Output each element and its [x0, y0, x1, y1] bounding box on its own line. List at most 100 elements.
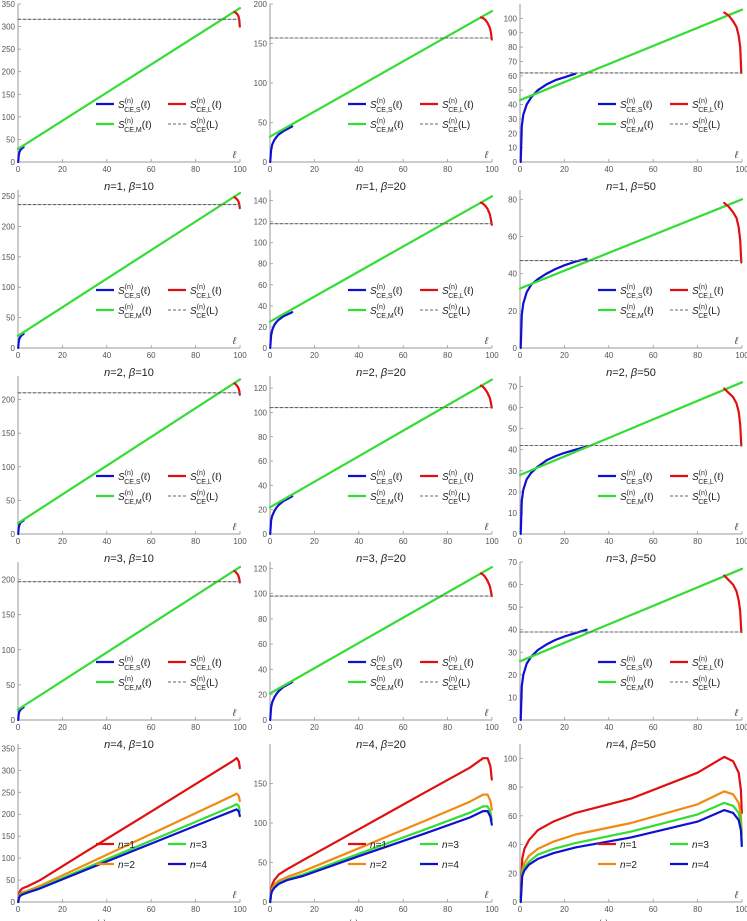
y-tick-label: 30: [508, 648, 517, 657]
y-tick-label: 40: [508, 446, 517, 455]
x-tick-label: 0: [16, 723, 21, 732]
y-tick-label: 150: [2, 429, 16, 438]
legend-label: S(n) CE,M(ℓ): [370, 490, 404, 506]
y-tick-label: 120: [254, 384, 268, 393]
y-tick-label: 100: [504, 14, 518, 23]
y-tick-label: 40: [258, 665, 267, 674]
x-tick-label: 100: [485, 351, 499, 360]
legend-label: S(n) CE,S(ℓ): [370, 656, 402, 672]
series-line-s-ce-l-: [479, 16, 493, 41]
y-tick-label: 80: [258, 260, 267, 269]
y-tick-label: 40: [508, 626, 517, 635]
legend-label: S(n) CE(L): [692, 304, 720, 320]
y-tick-label: 50: [6, 135, 15, 144]
y-tick-label: 250: [2, 45, 16, 54]
y-tick-label: 40: [258, 302, 267, 311]
legend-label: S(n) CE,M(ℓ): [620, 676, 654, 692]
x-axis-label: ℓ: [484, 708, 489, 719]
y-tick-label: 50: [6, 496, 15, 505]
y-tick-label: 80: [258, 433, 267, 442]
series-line-s-ce-l-: [723, 574, 743, 634]
x-tick-label: 100: [485, 723, 499, 732]
legend-label: S(n) CE,M(ℓ): [370, 118, 404, 134]
x-tick-label: 60: [649, 537, 658, 546]
x-axis-label: ℓ: [232, 522, 237, 533]
chart-caption: n=1, β=20: [356, 181, 406, 193]
y-tick-label: 80: [508, 195, 517, 204]
legend-label: S(n) CE(L): [442, 490, 470, 506]
y-tick-label: 100: [2, 854, 16, 863]
series-line-s-ce-m-: [16, 7, 242, 150]
x-tick-label: 0: [16, 351, 21, 360]
legend: S(n) CE,S(ℓ) S(n) CE,L(ℓ) S(n) CE,M(ℓ) S(n) CE(…: [96, 656, 222, 692]
chart-caption: n=1, β=50: [606, 181, 656, 193]
chart-panel-3: 0 10 20 30 40 50 60 70 80 90 100 0 20 40 60 80 100 ℓ S(n) C…: [504, 4, 747, 193]
series-line-s-ce-l-: [723, 201, 743, 264]
x-tick-label: 60: [399, 351, 408, 360]
y-tick-label: 60: [258, 640, 267, 649]
legend-label: S(n) CE,M(ℓ): [118, 676, 152, 692]
y-tick-label: 100: [254, 819, 268, 828]
x-tick-label: 20: [310, 723, 319, 732]
x-tick-label: 0: [518, 537, 523, 546]
series-line-s-ce-m-: [16, 191, 242, 337]
legend-label: S(n) CE,S(ℓ): [118, 98, 150, 114]
chart-caption: n=4, β=20: [356, 739, 406, 751]
y-tick-label: 250: [2, 192, 16, 201]
legend-label: S(n) CE,M(ℓ): [370, 304, 404, 320]
x-tick-label: 20: [560, 723, 569, 732]
chart-caption: n=4, β=10: [104, 739, 154, 751]
legend-label: S(n) CE,S(ℓ): [118, 284, 150, 300]
x-tick-label: 100: [735, 905, 747, 914]
y-tick-label: 90: [508, 29, 517, 38]
y-tick-label: 0: [11, 530, 16, 539]
y-tick-label: 0: [263, 158, 268, 167]
legend-label: n=3: [190, 840, 207, 851]
y-tick-label: 0: [513, 158, 518, 167]
legend-label: n=4: [442, 860, 459, 871]
legend-label: S(n) CE,M(ℓ): [118, 490, 152, 506]
y-tick-label: 0: [11, 158, 16, 167]
x-tick-label: 80: [443, 165, 452, 174]
legend: S(n) CE,S(ℓ) S(n) CE,L(ℓ) S(n) CE,M(ℓ) S(n) CE(…: [598, 98, 724, 134]
x-axis-label: ℓ: [734, 150, 739, 161]
y-tick-label: 100: [504, 754, 518, 763]
legend-label: S(n) CE,L(ℓ): [692, 284, 724, 300]
y-tick-label: 200: [254, 0, 268, 9]
y-tick-label: 350: [2, 0, 16, 9]
y-tick-label: 60: [258, 457, 267, 466]
y-tick-label: 80: [508, 43, 517, 52]
legend-label: S(n) CE,L(ℓ): [692, 656, 724, 672]
y-tick-label: 100: [254, 590, 268, 599]
x-tick-label: 0: [268, 165, 273, 174]
y-tick-label: 100: [2, 463, 16, 472]
series-line-s-ce-m-: [268, 195, 494, 323]
x-tick-label: 40: [102, 905, 111, 914]
legend: S(n) CE,S(ℓ) S(n) CE,L(ℓ) S(n) CE,M(ℓ) S(n) CE(…: [348, 98, 474, 134]
y-tick-label: 50: [258, 859, 267, 868]
legend-label: S(n) CE,M(ℓ): [370, 676, 404, 692]
series-line-s-ce-s-: [269, 495, 294, 536]
x-tick-label: 80: [191, 537, 200, 546]
y-tick-label: 0: [263, 898, 268, 907]
legend-label: S(n) CE,S(ℓ): [620, 470, 652, 486]
series-line-n=4: [519, 808, 743, 904]
y-tick-label: 0: [513, 530, 518, 539]
series-line-s-ce-s-: [269, 125, 294, 164]
x-tick-label: 80: [443, 537, 452, 546]
y-tick-label: 50: [508, 86, 517, 95]
series-line-s-ce-m-: [518, 381, 744, 477]
y-tick-label: 350: [2, 744, 16, 753]
y-tick-label: 0: [513, 716, 518, 725]
x-tick-label: 60: [399, 165, 408, 174]
x-tick-label: 0: [518, 905, 523, 914]
x-tick-label: 60: [649, 723, 658, 732]
y-tick-label: 50: [508, 603, 517, 612]
chart-panel-1: 0 50 100 150 200 250 300 350 0 20 40 60 80 100 ℓ S(n) CE…: [2, 0, 248, 193]
x-tick-label: 40: [354, 723, 363, 732]
y-tick-label: 60: [508, 581, 517, 590]
